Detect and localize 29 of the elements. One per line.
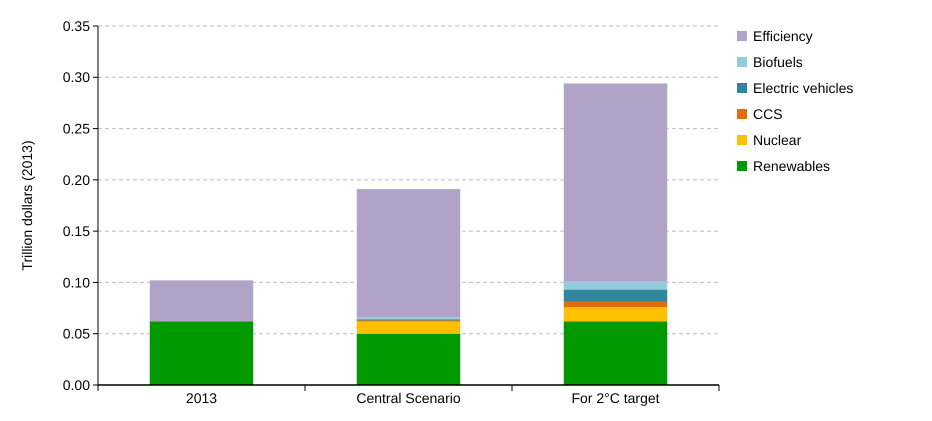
x-tick-label: 2013 <box>186 390 218 406</box>
legend-label: Electric vehicles <box>753 80 854 96</box>
y-tick-label: 0.05 <box>62 326 90 342</box>
bar <box>564 83 668 282</box>
bar <box>564 307 668 322</box>
y-tick-label: 0.30 <box>62 69 90 86</box>
y-tick-label: 0.00 <box>62 376 90 393</box>
legend-label: Nuclear <box>753 132 802 148</box>
bar <box>564 321 668 385</box>
y-tick-label: 0.15 <box>62 223 90 240</box>
x-tick-label: Central Scenario <box>356 390 461 406</box>
legend-label: Renewables <box>753 158 830 174</box>
y-axis-title: Trillion dollars (2013) <box>19 140 35 271</box>
y-tick-label: 0.20 <box>62 172 90 188</box>
bar <box>564 290 668 302</box>
legend-label: Efficiency <box>753 28 813 44</box>
y-tick-label: 0.25 <box>62 120 90 136</box>
bar <box>356 321 460 334</box>
bar <box>356 334 460 385</box>
bar <box>564 281 668 290</box>
legend-label: CCS <box>753 106 783 122</box>
bar <box>150 321 254 385</box>
legend-label: Biofuels <box>753 54 803 70</box>
y-tick-label: 0.35 <box>62 18 90 34</box>
y-tick-label: 0.10 <box>62 274 90 290</box>
x-tick-label: For 2°C target <box>571 390 660 406</box>
bar <box>356 189 460 318</box>
bar <box>564 302 668 308</box>
bar <box>150 280 254 322</box>
